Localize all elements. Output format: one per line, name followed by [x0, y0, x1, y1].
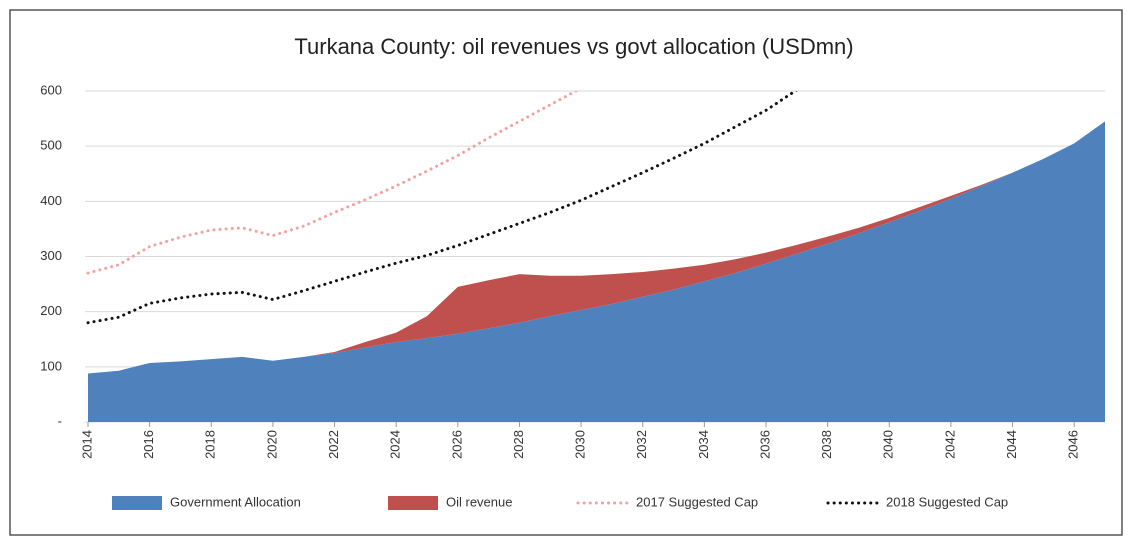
y-tick-label: 600: [40, 82, 62, 97]
x-tick-label: 2020: [264, 430, 279, 459]
x-tick-label: 2016: [141, 430, 156, 459]
legend-swatch: [112, 496, 162, 510]
line: [86, 91, 798, 325]
x-tick-label: 2034: [696, 430, 711, 459]
legend-label: 2017 Suggested Cap: [636, 494, 758, 509]
x-tick-label: 2032: [634, 430, 649, 459]
y-tick-label: 500: [40, 138, 62, 153]
chart-title: Turkana County: oil revenues vs govt all…: [294, 34, 853, 59]
x-tick-label: 2046: [1066, 430, 1081, 459]
legend-swatch: [388, 496, 438, 510]
x-tick-label: 2030: [573, 430, 588, 459]
y-tick-label: 400: [40, 193, 62, 208]
y-tick-label: 200: [40, 303, 62, 318]
legend-label: Government Allocation: [170, 494, 301, 509]
x-tick-label: 2044: [1004, 430, 1019, 459]
x-tick-label: 2042: [942, 430, 957, 459]
x-tick-label: 2014: [79, 430, 94, 459]
x-tick-label: 2036: [757, 430, 772, 459]
x-tick-label: 2028: [511, 430, 526, 459]
x-tick-label: 2022: [326, 430, 341, 459]
y-tick-label: 300: [40, 248, 62, 263]
y-tick-label: -: [58, 413, 62, 428]
x-tick-label: 2038: [819, 430, 834, 459]
legend-label: Oil revenue: [446, 494, 512, 509]
x-tick-label: 2026: [449, 430, 464, 459]
legend-label: 2018 Suggested Cap: [886, 494, 1008, 509]
x-tick-label: 2018: [203, 430, 218, 459]
area: [88, 121, 1105, 422]
x-tick-label: 2040: [881, 430, 896, 459]
y-tick-label: 100: [40, 358, 62, 373]
x-tick-label: 2024: [388, 430, 403, 459]
